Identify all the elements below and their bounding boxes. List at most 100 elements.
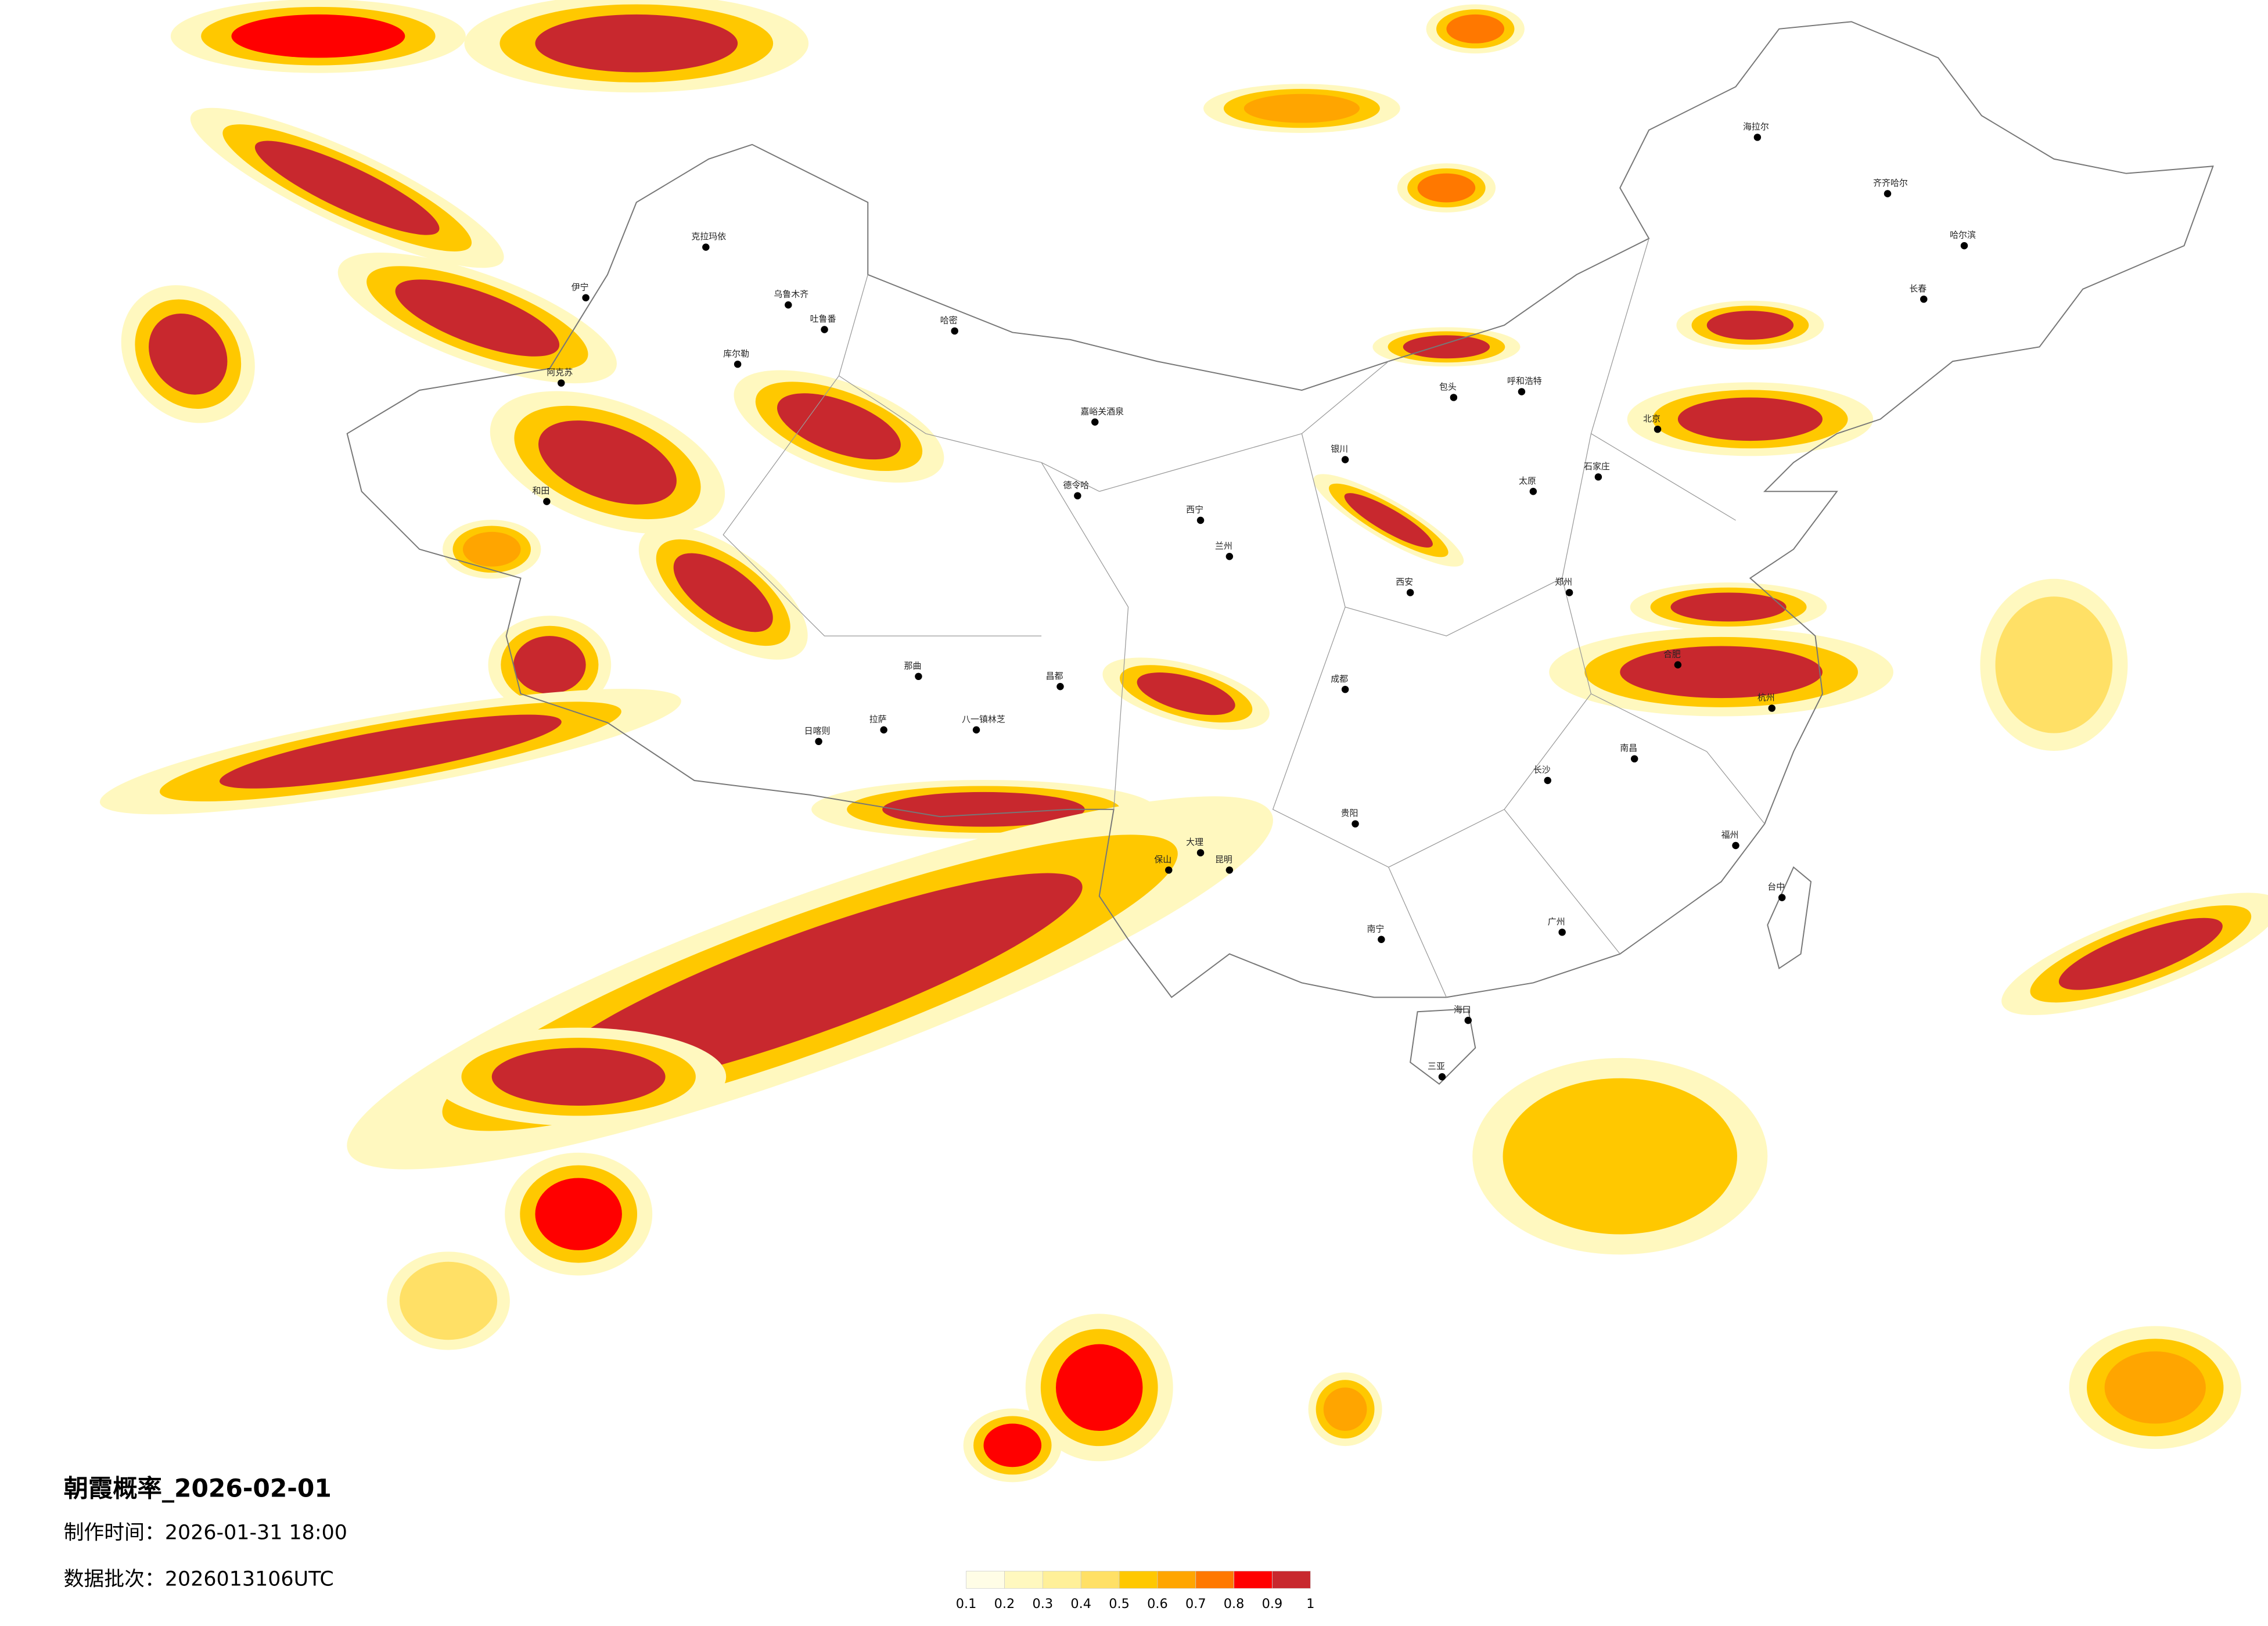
city-dot (821, 326, 828, 333)
probability-area (1446, 14, 1505, 44)
city-dot (915, 672, 922, 681)
probability-area (1323, 1387, 1367, 1431)
city-dot (1196, 849, 1205, 857)
probability-area (491, 1048, 666, 1106)
city-dot (1225, 866, 1234, 874)
city-label: 吐鲁番 (810, 314, 836, 324)
city-dot (1920, 295, 1928, 303)
color-legend: 0.1 0.2 0.3 0.4 0.5 0.6 0.7 0.8 0.9 1 (956, 1571, 1314, 1611)
probability-area (1706, 311, 1794, 340)
city-dot (1630, 755, 1638, 762)
legend-swatch (1234, 1571, 1273, 1589)
city-label: 克拉玛依 (691, 231, 726, 242)
probability-area (538, 420, 677, 505)
probability-area (2104, 1351, 2206, 1424)
country-outline (346, 21, 2214, 998)
city-dot (1884, 190, 1892, 197)
city-dot (1438, 1073, 1446, 1081)
city-dot (1558, 929, 1566, 936)
city-label: 嘉峪关酒泉 (1080, 406, 1124, 416)
city-dot (702, 243, 710, 251)
city-label: 海口 (1454, 1005, 1471, 1015)
province-borders (723, 238, 1765, 998)
probability-area (1056, 1344, 1143, 1431)
city-label: 西宁 (1186, 505, 1203, 515)
city-label: 北京 (1643, 413, 1660, 424)
city-label: 南昌 (1620, 743, 1637, 753)
legend-swatch (1080, 1571, 1120, 1589)
legend-swatch (1004, 1571, 1043, 1589)
city-label: 那曲 (904, 660, 922, 671)
taiwan-outline (1767, 866, 1812, 970)
probability-layer (99, 0, 2268, 1483)
city-dot (1165, 866, 1173, 874)
city-dot (1674, 661, 1682, 669)
legend-swatch (966, 1571, 1005, 1589)
city-label: 日喀则 (804, 725, 831, 736)
city-dot (1196, 516, 1205, 524)
probability-area (1344, 493, 1433, 548)
city-label: 长沙 (1533, 765, 1551, 775)
city-dot (1056, 683, 1064, 690)
probability-area (395, 279, 560, 357)
legend-tick-label: 0.4 (1070, 1596, 1091, 1611)
probability-area (1677, 397, 1823, 441)
city-dot (1565, 589, 1573, 596)
city-label: 八一镇林芝 (962, 714, 1005, 724)
city-dot (1518, 388, 1526, 395)
hainan-outline (1410, 1008, 1476, 1085)
city-dot (1341, 456, 1349, 463)
city-label: 成都 (1331, 674, 1348, 684)
city-label: 兰州 (1215, 541, 1232, 551)
legend-tick-label: 0.7 (1185, 1596, 1206, 1611)
probability-area (1533, 1098, 1707, 1214)
city-label: 广州 (1548, 916, 1565, 927)
legend-tick-label: 0.1 (956, 1596, 977, 1611)
city-label: 合肥 (1663, 649, 1681, 659)
city-dot (785, 301, 792, 309)
city-label: 昌都 (1046, 671, 1063, 681)
city-label: 银川 (1331, 444, 1348, 454)
city-dot (1544, 776, 1551, 785)
city-dot (1753, 134, 1762, 141)
city-label: 和田 (532, 485, 549, 496)
legend-tick-label: 0.8 (1224, 1596, 1245, 1611)
city-dot (1768, 704, 1776, 712)
city-dot (1406, 589, 1414, 596)
legend-swatch (1272, 1571, 1311, 1589)
probability-area (1417, 173, 1476, 203)
city-label: 包头 (1439, 382, 1457, 392)
map-title: 朝霞概率_2026-02-01 (64, 1474, 332, 1503)
city-dot (1341, 685, 1349, 693)
data-batch: 数据批次：2026013106UTC (64, 1567, 334, 1591)
city-label: 德令哈 (1063, 480, 1089, 490)
city-label: 保山 (1154, 854, 1171, 865)
probability-area (462, 531, 521, 567)
probability-area (983, 1423, 1042, 1467)
probability-area (412, 1272, 485, 1330)
city-dot (1732, 841, 1739, 850)
legend-swatch (1195, 1571, 1234, 1589)
probability-area (537, 873, 1083, 1093)
city-label: 三亚 (1428, 1061, 1445, 1071)
city-dot (1529, 488, 1537, 495)
legend-swatch (1157, 1571, 1196, 1589)
city-label: 贵阳 (1341, 808, 1358, 818)
city-dot (1464, 1016, 1472, 1024)
city-label: 呼和浩特 (1507, 376, 1542, 386)
made-time: 制作时间：2026-01-31 18:00 (64, 1521, 347, 1545)
city-dot (1225, 553, 1234, 560)
probability-area (1620, 646, 1823, 699)
city-label: 伊宁 (572, 282, 589, 292)
city-label: 杭州 (1757, 692, 1775, 703)
legend-swatch (1119, 1571, 1158, 1589)
probability-area (1403, 335, 1490, 359)
city-dot (1074, 492, 1081, 499)
probability-area (1243, 93, 1360, 123)
probability-area (673, 553, 773, 632)
city-dot (1378, 936, 1385, 943)
probability-area (2058, 918, 2223, 990)
city-dot (951, 327, 958, 335)
legend-tick-label: 1 (1306, 1596, 1314, 1611)
probability-area (149, 313, 228, 395)
